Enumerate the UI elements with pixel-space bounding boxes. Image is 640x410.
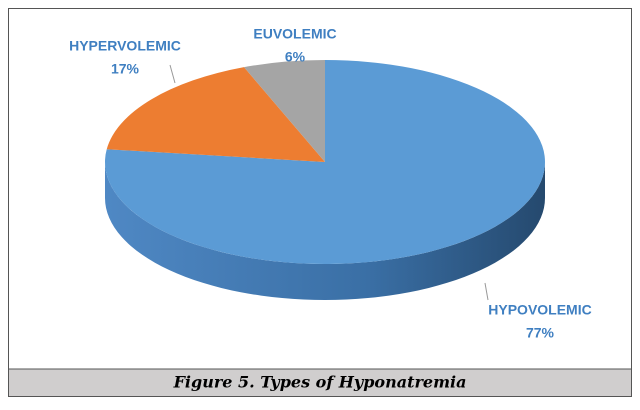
- slice-side: [105, 162, 545, 300]
- caption-band: [9, 369, 631, 396]
- leader-line: [169, 64, 176, 84]
- slice-label: EUVOLEMIC: [253, 26, 336, 42]
- pie: [104, 60, 545, 300]
- value-label: 6%: [285, 49, 306, 65]
- slice-label: HYPERVOLEMIC: [69, 38, 181, 54]
- value-label: 17%: [111, 61, 140, 77]
- slice: [106, 67, 325, 162]
- value-label: 77%: [526, 325, 555, 341]
- slice: [244, 60, 325, 162]
- chart-title: Figure 5. Types of Hyponatremia: [173, 373, 467, 392]
- leader-line: [484, 282, 489, 301]
- slice-label: HYPOVOLEMIC: [488, 302, 591, 318]
